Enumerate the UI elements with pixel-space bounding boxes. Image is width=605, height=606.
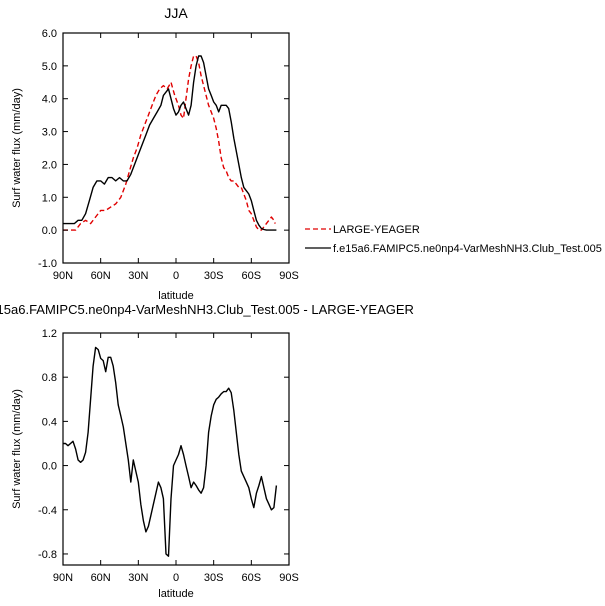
x-tick-label: 30S [204,572,224,584]
x-tick-label: 60S [242,270,262,282]
legend: LARGE-YEAGER f.e15a6.FAMIPC5.ne0np4-VarM… [305,224,602,255]
x-tick-label: 60N [91,270,111,282]
y-tick-label: 4.0 [42,94,57,106]
x-tick-label: 90S [279,572,299,584]
top-panel: JJA 90N 60N 30N 0 30S 60S 90S -1.0 0.0 1.0 2.0 3.0 4… [11,5,602,302]
y-tick-label: 0.4 [42,416,57,428]
y-tick-label: 0.8 [42,372,57,384]
y-tick-label: 3.0 [42,127,57,139]
y-tick-label: -0.8 [38,549,57,561]
x-tick-label: 30N [128,572,148,584]
plot-frame [62,332,290,566]
y-tick-label: 0.0 [42,461,57,473]
legend-label-test-run: f.e15a6.FAMIPC5.ne0np4-VarMeshNH3.Club_T… [333,243,602,255]
y-axis-label: Surf water flux (mm/day) [11,389,23,509]
bottom-panel: f.e15a6.FAMIPC5.ne0np4-VarMeshNH3.Club_T… [0,302,414,600]
x-axis-label: latitude [158,290,193,302]
x-tick-label: 30S [204,270,224,282]
y-tick-label: 0.0 [42,225,57,237]
y-tick-label: -1.0 [38,258,57,270]
series-line-0 [63,346,278,557]
y-tick-label: -0.4 [38,505,57,517]
x-tick-label: 90N [53,572,73,584]
x-tick-label: 0 [173,270,179,282]
y-axis-label: Surf water flux (mm/day) [11,88,23,208]
x-tick-label: 90S [279,270,299,282]
x-tick-label: 60N [91,572,111,584]
y-tick-label: 6.0 [42,28,57,40]
chart-title: JJA [164,5,188,21]
chart-title: f.e15a6.FAMIPC5.ne0np4-VarMeshNH3.Club_T… [0,302,414,317]
plot-frame [62,32,290,264]
y-tick-label: 1.0 [42,192,57,204]
series-line-0 [63,55,276,231]
x-tick-label: 0 [173,572,179,584]
x-axis-label: latitude [158,588,193,600]
series-line-1 [63,55,277,231]
y-tick-label: 2.0 [42,159,57,171]
y-tick-label: 1.2 [42,328,57,340]
x-tick-label: 90N [53,270,73,282]
y-tick-label: 5.0 [42,61,57,73]
x-tick-label: 30N [128,270,148,282]
legend-label-large-yeager: LARGE-YEAGER [333,224,420,236]
x-tick-label: 60S [242,572,262,584]
